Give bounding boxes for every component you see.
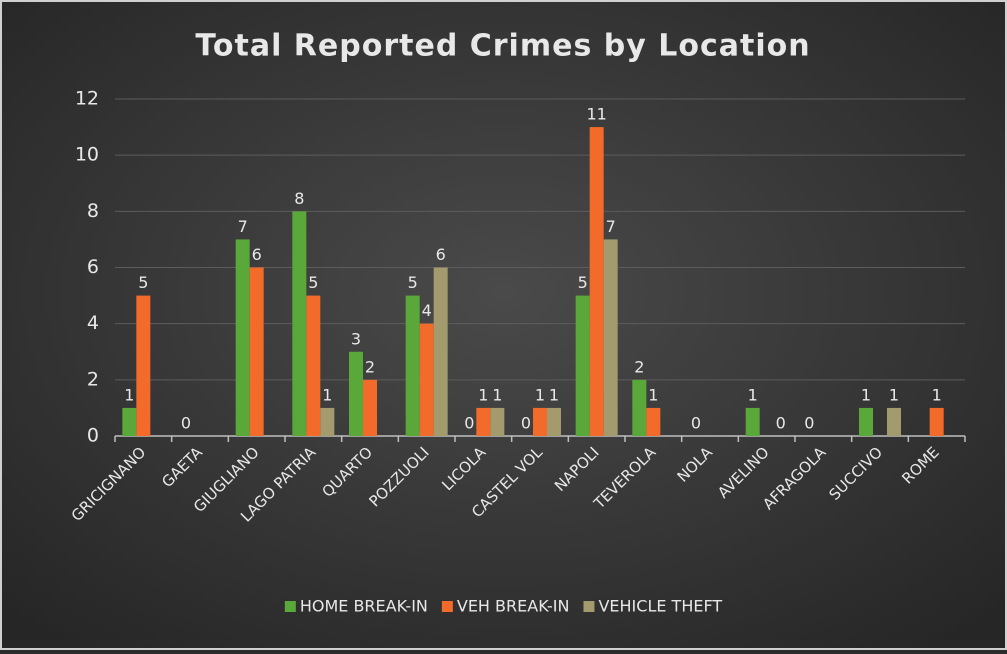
bar <box>292 211 307 436</box>
bar <box>476 407 491 436</box>
y-tick-label: 12 <box>75 88 99 110</box>
bar <box>122 407 137 436</box>
legend-swatch <box>284 601 296 612</box>
data-label: 5 <box>308 273 318 292</box>
data-label: 1 <box>492 385 502 404</box>
y-tick-label: 10 <box>75 144 99 166</box>
data-label: 5 <box>138 273 148 292</box>
data-label: 5 <box>408 273 418 292</box>
legend-label: VEH BREAK-IN <box>457 597 570 616</box>
data-label: 2 <box>365 357 375 376</box>
bar <box>603 239 618 436</box>
bar <box>859 407 873 436</box>
data-label: 5 <box>578 273 588 292</box>
legend-label: VEHICLE THEFT <box>598 597 722 616</box>
bar <box>533 407 547 436</box>
bar <box>249 267 264 436</box>
bar <box>320 407 335 436</box>
bar <box>306 295 321 436</box>
y-tick-label: 6 <box>87 256 99 278</box>
bar <box>575 295 590 436</box>
bar <box>363 379 377 436</box>
bar <box>490 407 505 436</box>
y-tick-label: 8 <box>87 200 99 222</box>
data-label: 1 <box>124 385 134 404</box>
data-label: 1 <box>932 385 942 404</box>
bar <box>405 295 420 436</box>
data-label: 3 <box>351 329 361 348</box>
legend-label: HOME BREAK-IN <box>300 597 428 616</box>
data-label: 6 <box>252 245 262 264</box>
data-label: 0 <box>776 414 786 433</box>
y-tick-label: 4 <box>87 312 99 334</box>
bar <box>136 295 151 436</box>
legend-swatch <box>441 601 453 612</box>
bar <box>547 407 561 436</box>
data-label: 1 <box>861 385 871 404</box>
y-tick-label: 2 <box>87 368 99 390</box>
data-label: 1 <box>478 385 488 404</box>
bar <box>929 407 944 436</box>
chart-title: Total Reported Crimes by Location <box>195 29 810 64</box>
data-label: 1 <box>322 385 332 404</box>
data-label: 4 <box>422 301 432 320</box>
legend-swatch <box>583 601 595 612</box>
data-label: 8 <box>294 189 304 208</box>
data-label: 2 <box>634 357 644 376</box>
y-tick-label: 0 <box>87 425 99 447</box>
data-label: 1 <box>889 385 899 404</box>
bar <box>745 407 760 436</box>
bar <box>887 407 901 436</box>
bar <box>632 379 647 436</box>
data-label: 11 <box>586 105 606 124</box>
data-label: 0 <box>691 414 701 433</box>
bar <box>349 351 363 436</box>
data-label: 1 <box>535 385 545 404</box>
bar <box>419 323 434 436</box>
data-label: 0 <box>521 414 531 433</box>
bar <box>589 127 604 436</box>
data-label: 6 <box>436 245 446 264</box>
bar <box>433 267 448 436</box>
bar <box>646 407 661 436</box>
data-label: 0 <box>181 414 191 433</box>
data-label: 1 <box>648 385 658 404</box>
data-label: 0 <box>464 414 474 433</box>
data-label: 0 <box>804 414 814 433</box>
data-label: 7 <box>606 217 616 236</box>
data-label: 1 <box>748 385 758 404</box>
bar <box>235 239 250 436</box>
data-label: 1 <box>549 385 559 404</box>
data-label: 7 <box>238 217 248 236</box>
